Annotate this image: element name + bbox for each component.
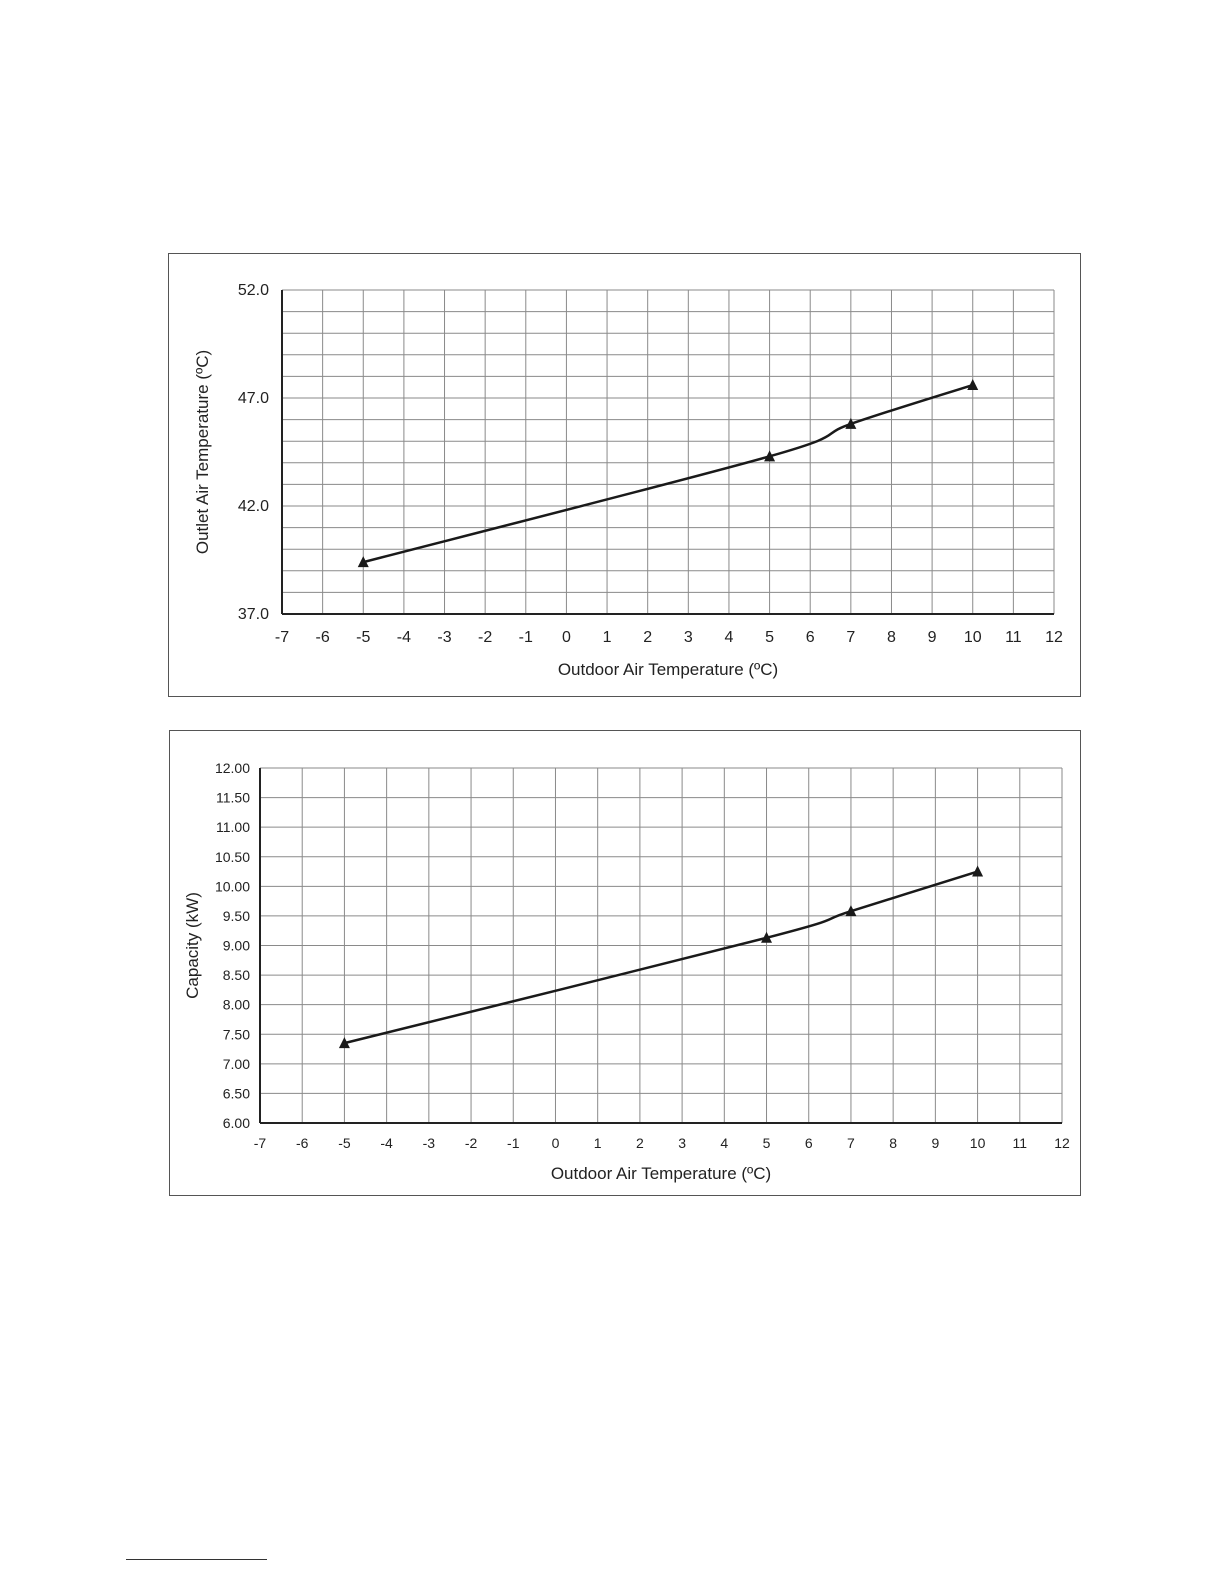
x-tick-label: 1 [603,629,612,646]
x-axis-title: Outdoor Air Temperature (ºC) [551,1164,771,1183]
x-tick-label: -6 [296,1135,309,1151]
y-tick-label: 8.50 [223,967,250,983]
grid [281,289,1055,615]
x-tick-label: -3 [437,629,451,646]
data-point-marker [764,450,776,462]
x-tick-label: 7 [846,629,855,646]
y-axis-title: Outlet Air Temperature (ºC) [193,350,212,554]
x-tick-label: 4 [720,1135,728,1151]
y-axis-title: Capacity (kW) [183,892,202,999]
x-tick-label: -2 [478,629,492,646]
x-tick-label: -5 [356,629,370,646]
data-point-marker [967,379,979,391]
x-tick-label: 5 [765,629,774,646]
x-tick-label: -6 [316,629,330,646]
data-point-marker [845,905,857,917]
x-tick-label: -4 [397,629,411,646]
y-tick-label: 12.00 [215,760,250,776]
y-tick-label: 6.00 [223,1115,250,1131]
y-tick-label: 37.0 [238,606,269,623]
x-tick-label: 6 [806,629,815,646]
y-tick-label: 7.50 [223,1026,250,1042]
x-tick-label: 0 [562,629,571,646]
x-tick-label: 10 [970,1135,986,1151]
x-tick-label: 5 [763,1135,771,1151]
x-tick-label: 7 [847,1135,855,1151]
x-tick-label: -7 [275,629,289,646]
y-tick-label: 52.0 [238,282,269,299]
footnote-rule [126,1559,267,1560]
x-tick-label: -5 [338,1135,351,1151]
x-tick-label: -1 [507,1135,520,1151]
x-tick-label: 4 [724,629,733,646]
x-tick-label: 6 [805,1135,813,1151]
x-tick-label: 12 [1054,1135,1070,1151]
y-tick-label: 10.50 [215,849,250,865]
outlet-temperature-chart-svg: Outlet Air Temperature (ºC) Outdoor Air … [193,282,1063,679]
x-tick-label: 0 [552,1135,560,1151]
y-tick-label: 8.00 [223,997,250,1013]
grid [259,767,1063,1124]
series-line [344,870,978,1045]
data-point-marker [845,417,857,429]
x-tick-label: 3 [684,629,693,646]
capacity-chart-svg: Capacity (kW) Outdoor Air Temperature (º… [183,760,1070,1183]
y-tick-label: 10.00 [215,878,250,894]
y-tick-label: 9.00 [223,938,250,954]
x-tick-label: 2 [636,1135,644,1151]
y-tick-label: 11.00 [216,819,250,835]
x-tick-label: 3 [678,1135,686,1151]
x-tick-label: -2 [465,1135,478,1151]
x-tick-label: -3 [423,1135,436,1151]
y-tick-label: 11.50 [216,790,250,806]
data-point-marker [761,931,773,943]
x-tick-label: 11 [1013,1135,1028,1151]
x-tick-label: 10 [964,629,982,646]
x-tick-label: -7 [254,1135,267,1151]
x-tick-label: -4 [380,1135,393,1151]
data-point-marker [357,556,369,568]
x-axis-title: Outdoor Air Temperature (ºC) [558,660,778,679]
x-tick-label: 9 [928,629,937,646]
series-line [362,383,974,564]
x-tick-label: 8 [889,1135,897,1151]
y-tick-label: 6.50 [223,1085,250,1101]
y-tick-label: 47.0 [238,390,269,407]
y-tick-label: 7.00 [223,1056,250,1072]
x-tick-label: -1 [519,629,533,646]
outlet-temperature-chart: Outlet Air Temperature (ºC) Outdoor Air … [168,253,1081,697]
x-tick-label: 12 [1045,629,1063,646]
x-tick-label: 11 [1005,629,1022,646]
x-tick-label: 1 [594,1135,602,1151]
data-point-marker [972,865,984,877]
capacity-chart: Capacity (kW) Outdoor Air Temperature (º… [169,730,1081,1196]
y-tick-label: 9.50 [223,908,250,924]
x-tick-label: 8 [887,629,896,646]
x-tick-label: 2 [643,629,652,646]
y-tick-label: 42.0 [238,498,269,515]
x-tick-label: 9 [931,1135,939,1151]
data-point-marker [338,1037,350,1049]
